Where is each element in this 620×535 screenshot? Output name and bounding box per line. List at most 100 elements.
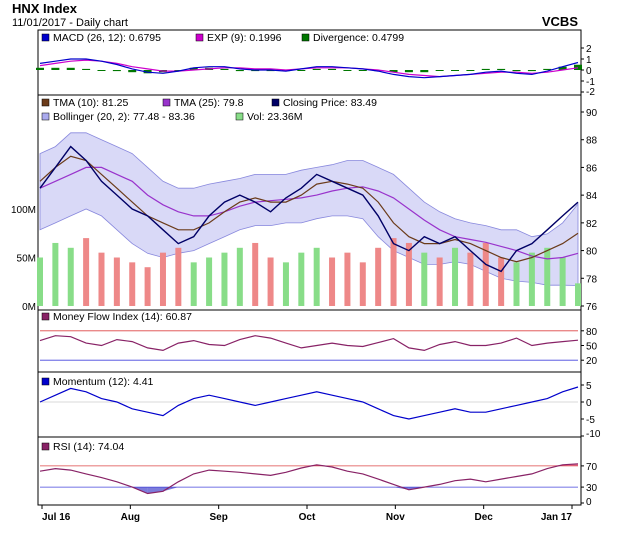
legend-label: Closing Price: 83.49 [283,97,377,109]
x-tick-label: Dec [474,512,493,523]
y-tick-label: -1 [586,77,595,88]
x-tick-label: Jul 16 [42,512,71,523]
volume-bar [175,247,182,306]
y-tick-label: 86 [586,163,598,174]
y-tick-label: 2 [586,44,592,55]
volume-bar [144,267,151,306]
divergence-bar [358,70,367,71]
x-tick-label: Aug [121,512,140,523]
divergence-bar [389,70,398,73]
volume-bar [344,252,351,306]
divergence-bar [51,67,60,70]
legend-swatch-icon [195,33,204,42]
volume-tick-label: 0M [22,302,36,313]
volume-bar [98,252,105,306]
legend-label: TMA (25): 79.8 [174,97,244,109]
divergence-bar [328,68,337,70]
price-panel [37,94,582,311]
volume-bar [467,252,474,306]
y-tick-label: 84 [586,191,598,202]
x-tick-label: Jan 17 [541,512,573,523]
macd-panel [37,29,582,96]
legend-swatch-icon [41,377,50,386]
divergence-bar [451,70,460,71]
legend-swatch-icon [41,442,50,451]
volume-bar [282,262,289,306]
volume-bar [359,262,366,306]
divergence-bar [420,70,429,73]
volume-bar [52,242,59,306]
momentum-line [39,386,579,420]
y-tick-label: 1 [586,55,592,66]
y-tick-label: 20 [586,356,598,367]
volume-bar [267,257,274,306]
y-tick-label: 0 [586,497,592,508]
divergence-bar [82,68,91,70]
volume-bar [159,252,166,306]
x-tick-label: Sep [209,512,227,523]
volume-bar [452,247,459,306]
volume-bar [113,257,120,306]
y-tick-label: 30 [586,483,598,494]
legend-label: Money Flow Index (14): 60.87 [53,311,192,323]
volume-bar [498,257,505,306]
volume-tick-label: 100M [11,205,36,216]
volume-bar [375,247,382,306]
divergence-bar [128,70,137,73]
volume-bar [575,283,581,306]
divergence-bar [112,70,121,72]
volume-bar [390,238,397,306]
legend-label: Bollinger (20, 2): 77.48 - 83.36 [53,111,195,123]
legend-swatch-icon [301,33,310,42]
volume-bar [190,262,197,306]
legend-label: RSI (14): 74.04 [53,441,124,453]
tma25-line [39,166,579,260]
divergence-bar [36,67,44,70]
y-tick-label: 88 [586,136,598,147]
y-tick-label: -2 [586,87,595,98]
volume-bar [544,247,551,306]
legend-swatch-icon [41,98,50,107]
legend-label: Divergence: 0.4799 [313,32,404,44]
divergence-bar [189,67,198,70]
divergence-bar [220,68,229,70]
y-tick-label: 76 [586,302,598,313]
volume-bar [221,252,228,306]
volume-bar [252,242,259,306]
divergence-bar [481,68,490,70]
legend-layer: MACD (26, 12): 0.6795 EXP (9): 0.1996 Dive… [41,32,404,453]
y-tick-label: 50 [586,342,598,353]
mfi-line [39,335,579,352]
rsi-oversold-area [162,487,179,492]
volume-bar [37,257,43,306]
volume-bar [528,252,535,306]
legend-swatch-icon [41,33,50,42]
volume-bar [83,238,90,306]
divergence-bar [497,68,506,70]
divergence-bar [574,64,582,70]
volume-bar [559,257,566,306]
axis-layer: 210-1-2908886848280787680502050-5-107030… [11,44,601,523]
legend-swatch-icon [41,112,50,121]
y-tick-label: 90 [586,108,598,119]
divergence-bar [512,70,521,72]
divergence-bar [97,70,106,71]
chart-subtitle: 11/01/2017 - Daily chart [12,17,128,29]
volume-bar [129,262,136,306]
y-tick-label: 70 [586,462,598,473]
volume-bar [482,242,489,306]
volume-bar [206,257,213,306]
divergence-bar [312,68,321,70]
legend-label: Momentum (12): 4.41 [53,376,154,388]
legend-swatch-icon [235,112,244,121]
x-tick-label: Oct [299,512,316,523]
legend-swatch-icon [162,98,171,107]
y-tick-label: -10 [586,429,601,440]
chart-title: HNX Index [12,1,78,16]
tma10-line [39,155,579,263]
legend-label: Vol: 23.36M [247,111,302,123]
y-tick-label: 0 [586,398,592,409]
divergence-bar [558,66,567,70]
legend-swatch-icon [271,98,280,107]
